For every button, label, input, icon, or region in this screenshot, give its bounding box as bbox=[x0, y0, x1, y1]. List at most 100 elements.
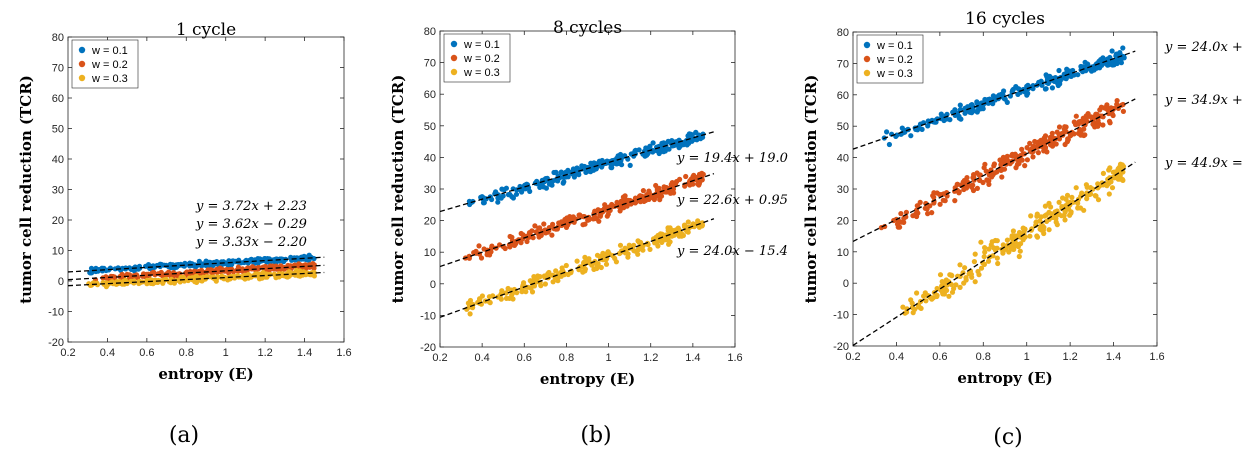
data-point bbox=[555, 272, 562, 278]
data-point bbox=[900, 304, 906, 310]
data-point bbox=[551, 169, 557, 176]
data-point bbox=[901, 215, 907, 221]
data-point bbox=[661, 149, 667, 155]
data-point bbox=[1068, 209, 1074, 215]
data-point bbox=[1115, 166, 1121, 172]
data-point bbox=[1004, 237, 1011, 243]
data-point bbox=[971, 174, 977, 180]
data-point bbox=[1033, 219, 1039, 225]
data-point bbox=[467, 311, 473, 317]
data-point bbox=[1084, 184, 1090, 190]
data-point bbox=[653, 193, 660, 199]
legend-entry: w = 0.2 bbox=[463, 53, 500, 65]
data-point bbox=[187, 263, 193, 269]
data-point bbox=[643, 147, 649, 153]
data-point bbox=[1034, 211, 1040, 217]
caption-a: (a) bbox=[169, 423, 199, 448]
data-point bbox=[479, 293, 485, 299]
data-point bbox=[685, 219, 691, 225]
data-point bbox=[1092, 193, 1098, 199]
data-point bbox=[1016, 86, 1022, 92]
data-point bbox=[1064, 192, 1071, 198]
legend-marker bbox=[450, 40, 458, 48]
data-point bbox=[558, 169, 564, 175]
data-point bbox=[612, 203, 618, 209]
y-tick-label: 30 bbox=[52, 185, 64, 197]
data-point bbox=[510, 195, 516, 201]
data-point bbox=[1114, 101, 1120, 107]
data-point bbox=[656, 150, 662, 157]
y-tick-label: 50 bbox=[424, 121, 436, 133]
legend-marker bbox=[863, 69, 871, 77]
legend: w = 0.1 w = 0.2 w = 0.3 bbox=[443, 33, 511, 83]
legend-marker bbox=[78, 60, 86, 68]
data-point bbox=[910, 213, 916, 219]
data-point bbox=[685, 229, 691, 235]
data-point bbox=[263, 265, 269, 271]
x-tick-label: 1 bbox=[223, 347, 229, 359]
data-point bbox=[550, 221, 556, 227]
data-point bbox=[1022, 163, 1028, 169]
x-tick-label: 0.6 bbox=[517, 352, 532, 364]
data-point bbox=[647, 143, 653, 149]
data-point bbox=[542, 281, 549, 287]
legend-entry: w = 0.3 bbox=[463, 67, 500, 79]
data-point bbox=[1037, 218, 1043, 224]
data-point bbox=[669, 180, 675, 186]
data-point bbox=[952, 198, 958, 204]
data-point bbox=[971, 259, 978, 265]
data-point bbox=[899, 125, 905, 131]
x-tick-label: 0.8 bbox=[559, 352, 574, 364]
data-point bbox=[1114, 60, 1120, 67]
data-point bbox=[981, 165, 987, 171]
data-point bbox=[1049, 85, 1055, 91]
data-point bbox=[232, 258, 239, 264]
y-tick-label: 70 bbox=[837, 58, 849, 70]
data-point bbox=[1030, 154, 1036, 160]
data-point bbox=[916, 303, 922, 309]
caption-b: (b) bbox=[580, 423, 611, 448]
data-point bbox=[661, 189, 667, 195]
data-point bbox=[605, 249, 611, 255]
data-point bbox=[590, 216, 597, 222]
data-point bbox=[1006, 249, 1012, 255]
data-point bbox=[695, 218, 701, 224]
data-point bbox=[884, 129, 890, 135]
data-point bbox=[966, 271, 972, 277]
data-point bbox=[1067, 69, 1073, 75]
data-point bbox=[513, 191, 520, 197]
data-point bbox=[495, 199, 501, 205]
data-point bbox=[543, 185, 550, 191]
data-point bbox=[594, 252, 601, 258]
data-point bbox=[647, 246, 653, 252]
data-point bbox=[255, 266, 261, 272]
data-point bbox=[473, 248, 479, 254]
data-point bbox=[625, 254, 631, 260]
data-point bbox=[957, 102, 963, 108]
data-point bbox=[598, 264, 604, 271]
data-point bbox=[591, 266, 597, 272]
x-tick-label: 0.8 bbox=[976, 351, 991, 363]
data-point bbox=[1058, 213, 1065, 219]
data-point bbox=[1078, 193, 1084, 199]
data-point bbox=[1022, 234, 1028, 240]
data-point bbox=[1075, 205, 1081, 211]
data-point bbox=[503, 295, 510, 301]
data-point bbox=[1042, 137, 1048, 143]
data-point bbox=[998, 162, 1004, 168]
x-tick-label: 1.4 bbox=[1106, 351, 1121, 363]
data-point bbox=[493, 189, 499, 195]
y-tick-label: 20 bbox=[52, 215, 64, 227]
data-point bbox=[543, 176, 549, 182]
data-point bbox=[1016, 253, 1022, 260]
data-point bbox=[510, 296, 516, 302]
data-point bbox=[1071, 119, 1077, 125]
data-point bbox=[992, 237, 999, 244]
data-point bbox=[1095, 118, 1101, 124]
legend-entry: w = 0.1 bbox=[876, 40, 913, 52]
data-point bbox=[994, 169, 1000, 175]
data-point bbox=[132, 264, 138, 270]
data-point bbox=[640, 188, 647, 194]
x-tick-label: 1.6 bbox=[336, 347, 351, 359]
data-point bbox=[1042, 144, 1049, 151]
